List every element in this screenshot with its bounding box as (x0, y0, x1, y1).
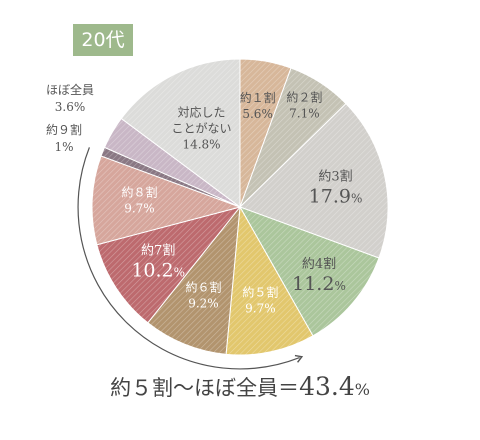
slice-5-texture (226, 207, 313, 355)
slice-7-label: 約7割 (141, 242, 175, 258)
slice-9-value: 1% (54, 140, 73, 154)
slice-1-value: 5.6% (242, 107, 273, 121)
slice-11-value: 14.8% (182, 137, 220, 151)
slice-8-label: 約８割 (121, 184, 157, 199)
slice-6-label: 約６割 (185, 280, 221, 295)
slice-3-value: 17.9% (309, 186, 363, 208)
slice-8-texture (91, 155, 240, 245)
slice-3-label: 約3割 (318, 169, 352, 185)
summary-value: 43.4 (299, 372, 355, 401)
age-group-badge: 20代 (73, 24, 133, 56)
slice-2-value: 7.1% (289, 107, 320, 121)
summary-unit: % (354, 380, 370, 399)
slice-3-texture (240, 103, 388, 259)
slice-4-texture (240, 207, 379, 336)
slice-7-texture (96, 207, 240, 323)
slice-7-value: 10.2% (131, 259, 185, 281)
slice-10-texture (104, 118, 240, 207)
slice-9-label: 約９割 (46, 122, 82, 137)
slice-1-label: 約１割 (240, 90, 276, 105)
summary-caption: 約５割〜ほぼ全員＝43.4% (0, 372, 480, 402)
slice-1-texture (240, 59, 292, 207)
slice-4-label: 約4割 (302, 256, 336, 272)
slice-4-value: 11.2% (292, 273, 346, 295)
slice-8-value: 9.7% (124, 201, 155, 215)
slice-10-value: 3.6% (55, 100, 86, 114)
slice-6-value: 9.2% (188, 297, 219, 311)
slice-10-label: ほぼ全員 (46, 82, 94, 97)
slice-2-texture (240, 68, 346, 207)
summary-prefix: 約５割〜ほぼ全員＝ (110, 376, 300, 400)
slice-2-label: 約２割 (286, 90, 322, 105)
slice-5-value: 9.7% (245, 302, 276, 316)
slice-5-label: 約５割 (242, 285, 278, 300)
slice-11-label: 対応したことがない (172, 105, 232, 135)
slice-6-texture (147, 207, 240, 355)
range-bracket-arrow (77, 147, 304, 370)
slice-11-texture (121, 59, 240, 207)
